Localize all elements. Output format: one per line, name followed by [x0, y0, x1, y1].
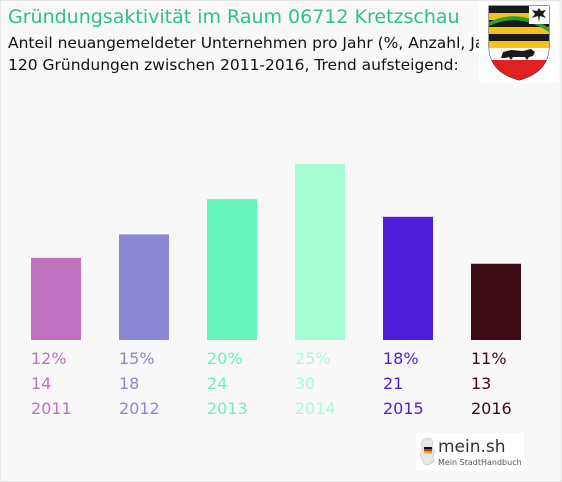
brand-tagline: Mein StadtHandbuch: [438, 458, 522, 467]
bar-2014: [295, 164, 345, 340]
count-label-2014: 30: [295, 374, 315, 393]
year-label-2014: 2014: [295, 399, 336, 418]
count-label-2011: 14: [31, 374, 51, 393]
year-label-2011: 2011: [31, 399, 72, 418]
count-label-2012: 18: [119, 374, 139, 393]
year-label-2015: 2015: [383, 399, 424, 418]
percent-label-2012: 15%: [119, 349, 155, 368]
percent-label-2011: 12%: [31, 349, 67, 368]
year-label-2016: 2016: [471, 399, 512, 418]
bar-2011: [31, 257, 81, 340]
year-label-2012: 2012: [119, 399, 160, 418]
percent-label-2015: 18%: [383, 349, 419, 368]
percent-label-2013: 20%: [207, 349, 243, 368]
brand-logo: mein.sh Mein StadtHandbuch: [416, 433, 524, 471]
brand-name: mein.sh: [438, 437, 506, 457]
germany-map-icon: [419, 437, 436, 466]
bar-2015: [383, 216, 433, 340]
count-label-2015: 21: [383, 374, 403, 393]
year-label-2013: 2013: [207, 399, 248, 418]
percent-label-2016: 11%: [471, 349, 507, 368]
bar-2016: [471, 263, 521, 340]
count-label-2016: 13: [471, 374, 491, 393]
chart-title: Gründungsaktivität im Raum 06712 Kretzsc…: [8, 6, 460, 28]
coat-of-arms-icon: [479, 2, 559, 82]
percent-label-2014: 25%: [295, 349, 331, 368]
bar-2012: [119, 234, 169, 340]
chart-summary: 120 Gründungen zwischen 2011-2016, Trend…: [8, 56, 459, 74]
bar-2013: [207, 199, 257, 340]
chart-subtitle: Anteil neuangemeldeter Unternehmen pro J…: [8, 34, 507, 52]
count-label-2013: 24: [207, 374, 227, 393]
